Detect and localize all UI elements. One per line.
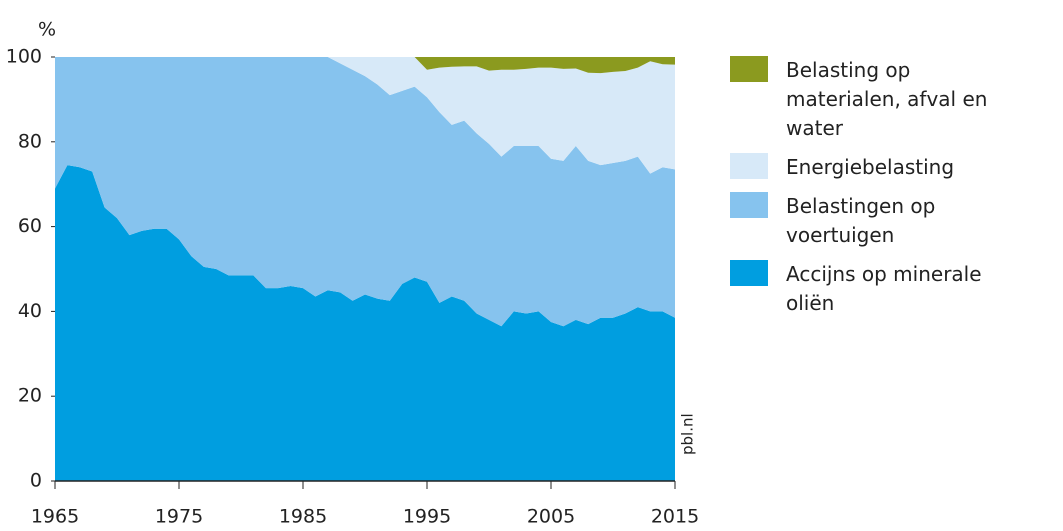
legend-label: Belasting op materialen, afval en water — [786, 58, 988, 140]
x-tick-label: 2005 — [527, 506, 575, 528]
y-axis-label: % — [38, 19, 56, 41]
legend-swatch — [730, 56, 768, 82]
legend-label: Energiebelasting — [786, 155, 955, 179]
chart: % pbl.nl 0 20 40 60 80 100 1965 1975 1985 1995 200… — [6, 19, 699, 528]
x-tick-label: 1975 — [155, 506, 203, 528]
legend-item: Belastingen op voertuigen — [730, 192, 1030, 250]
x-tick-label: 2015 — [651, 506, 699, 528]
legend-swatch — [730, 192, 768, 218]
legend-swatch — [730, 153, 768, 179]
legend: Belasting op materialen, afval en water E… — [730, 56, 1030, 328]
area — [55, 57, 675, 327]
legend-label: Accijns op minerale oliën — [786, 262, 982, 315]
y-tick-label: 80 — [18, 130, 42, 152]
y-tick-label: 20 — [18, 385, 42, 407]
y-tick-label: 60 — [18, 215, 42, 237]
source: pbl.nl — [679, 413, 697, 455]
area — [55, 165, 675, 481]
area — [55, 57, 675, 174]
y-tick-label: 40 — [18, 300, 42, 322]
legend-swatch — [730, 260, 768, 286]
x-tick-label: 1985 — [279, 506, 327, 528]
legend-item: Energiebelasting — [730, 153, 1030, 182]
legend-item: Accijns op minerale oliën — [730, 260, 1030, 318]
y-tick-label: 100 — [6, 46, 42, 68]
x-tick-label: 1965 — [31, 506, 79, 528]
legend-item: Belasting op materialen, afval en water — [730, 56, 1030, 143]
legend-label: Belastingen op voertuigen — [786, 194, 936, 247]
y-tick-label: 0 — [30, 470, 42, 492]
plot — [55, 57, 675, 481]
x-tick-label: 1995 — [403, 506, 451, 528]
area — [55, 57, 675, 74]
